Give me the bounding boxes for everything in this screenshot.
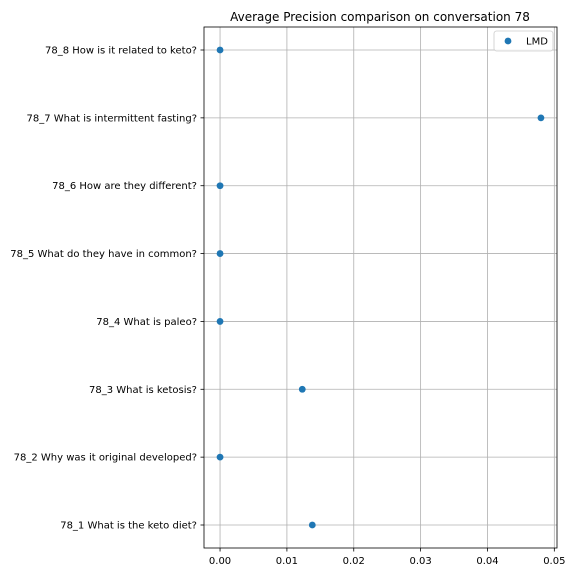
legend-marker (504, 37, 512, 45)
legend: LMD (493, 30, 554, 52)
y-tick-label: 78_3 What is ketosis? (89, 385, 197, 396)
data-point (308, 521, 316, 529)
data-point (537, 114, 545, 122)
x-tick-label: 0.04 (476, 556, 498, 567)
x-tick-label: 0.03 (409, 556, 431, 567)
plot-frame (203, 26, 558, 549)
y-tick-label: 78_4 What is paleo? (96, 317, 197, 328)
y-tick-label: 78_1 What is the keto diet? (60, 521, 197, 532)
legend-box (493, 30, 554, 52)
y-tick-label: 78_6 How are they different? (52, 181, 197, 192)
data-point (216, 318, 224, 325)
legend-label: LMD (526, 37, 548, 48)
data-points (216, 46, 545, 529)
x-tick-label: 0.02 (343, 556, 365, 567)
data-point (216, 182, 224, 190)
data-point (216, 453, 224, 461)
axes: 0.00 0.01 0.02 0.03 0.04 0.05 78_1 What is the… (10, 26, 565, 567)
y-tick-label: 78_5 What do they have in common? (10, 249, 197, 260)
x-tick-label: 0.05 (543, 556, 565, 567)
grid (204, 27, 557, 548)
y-tick-label: 78_2 Why was it original developed? (14, 453, 197, 464)
data-point (216, 250, 224, 257)
y-tick-label: 78_7 What is intermittent fasting? (26, 113, 197, 124)
y-tick-label: 78_8 How is it related to keto? (45, 46, 197, 57)
x-tick-label: 0.00 (209, 556, 231, 567)
chart-title: Average Precision comparison on conversa… (230, 10, 530, 24)
x-tick-label: 0.01 (276, 556, 298, 567)
data-point (216, 46, 224, 54)
data-point (298, 385, 306, 393)
